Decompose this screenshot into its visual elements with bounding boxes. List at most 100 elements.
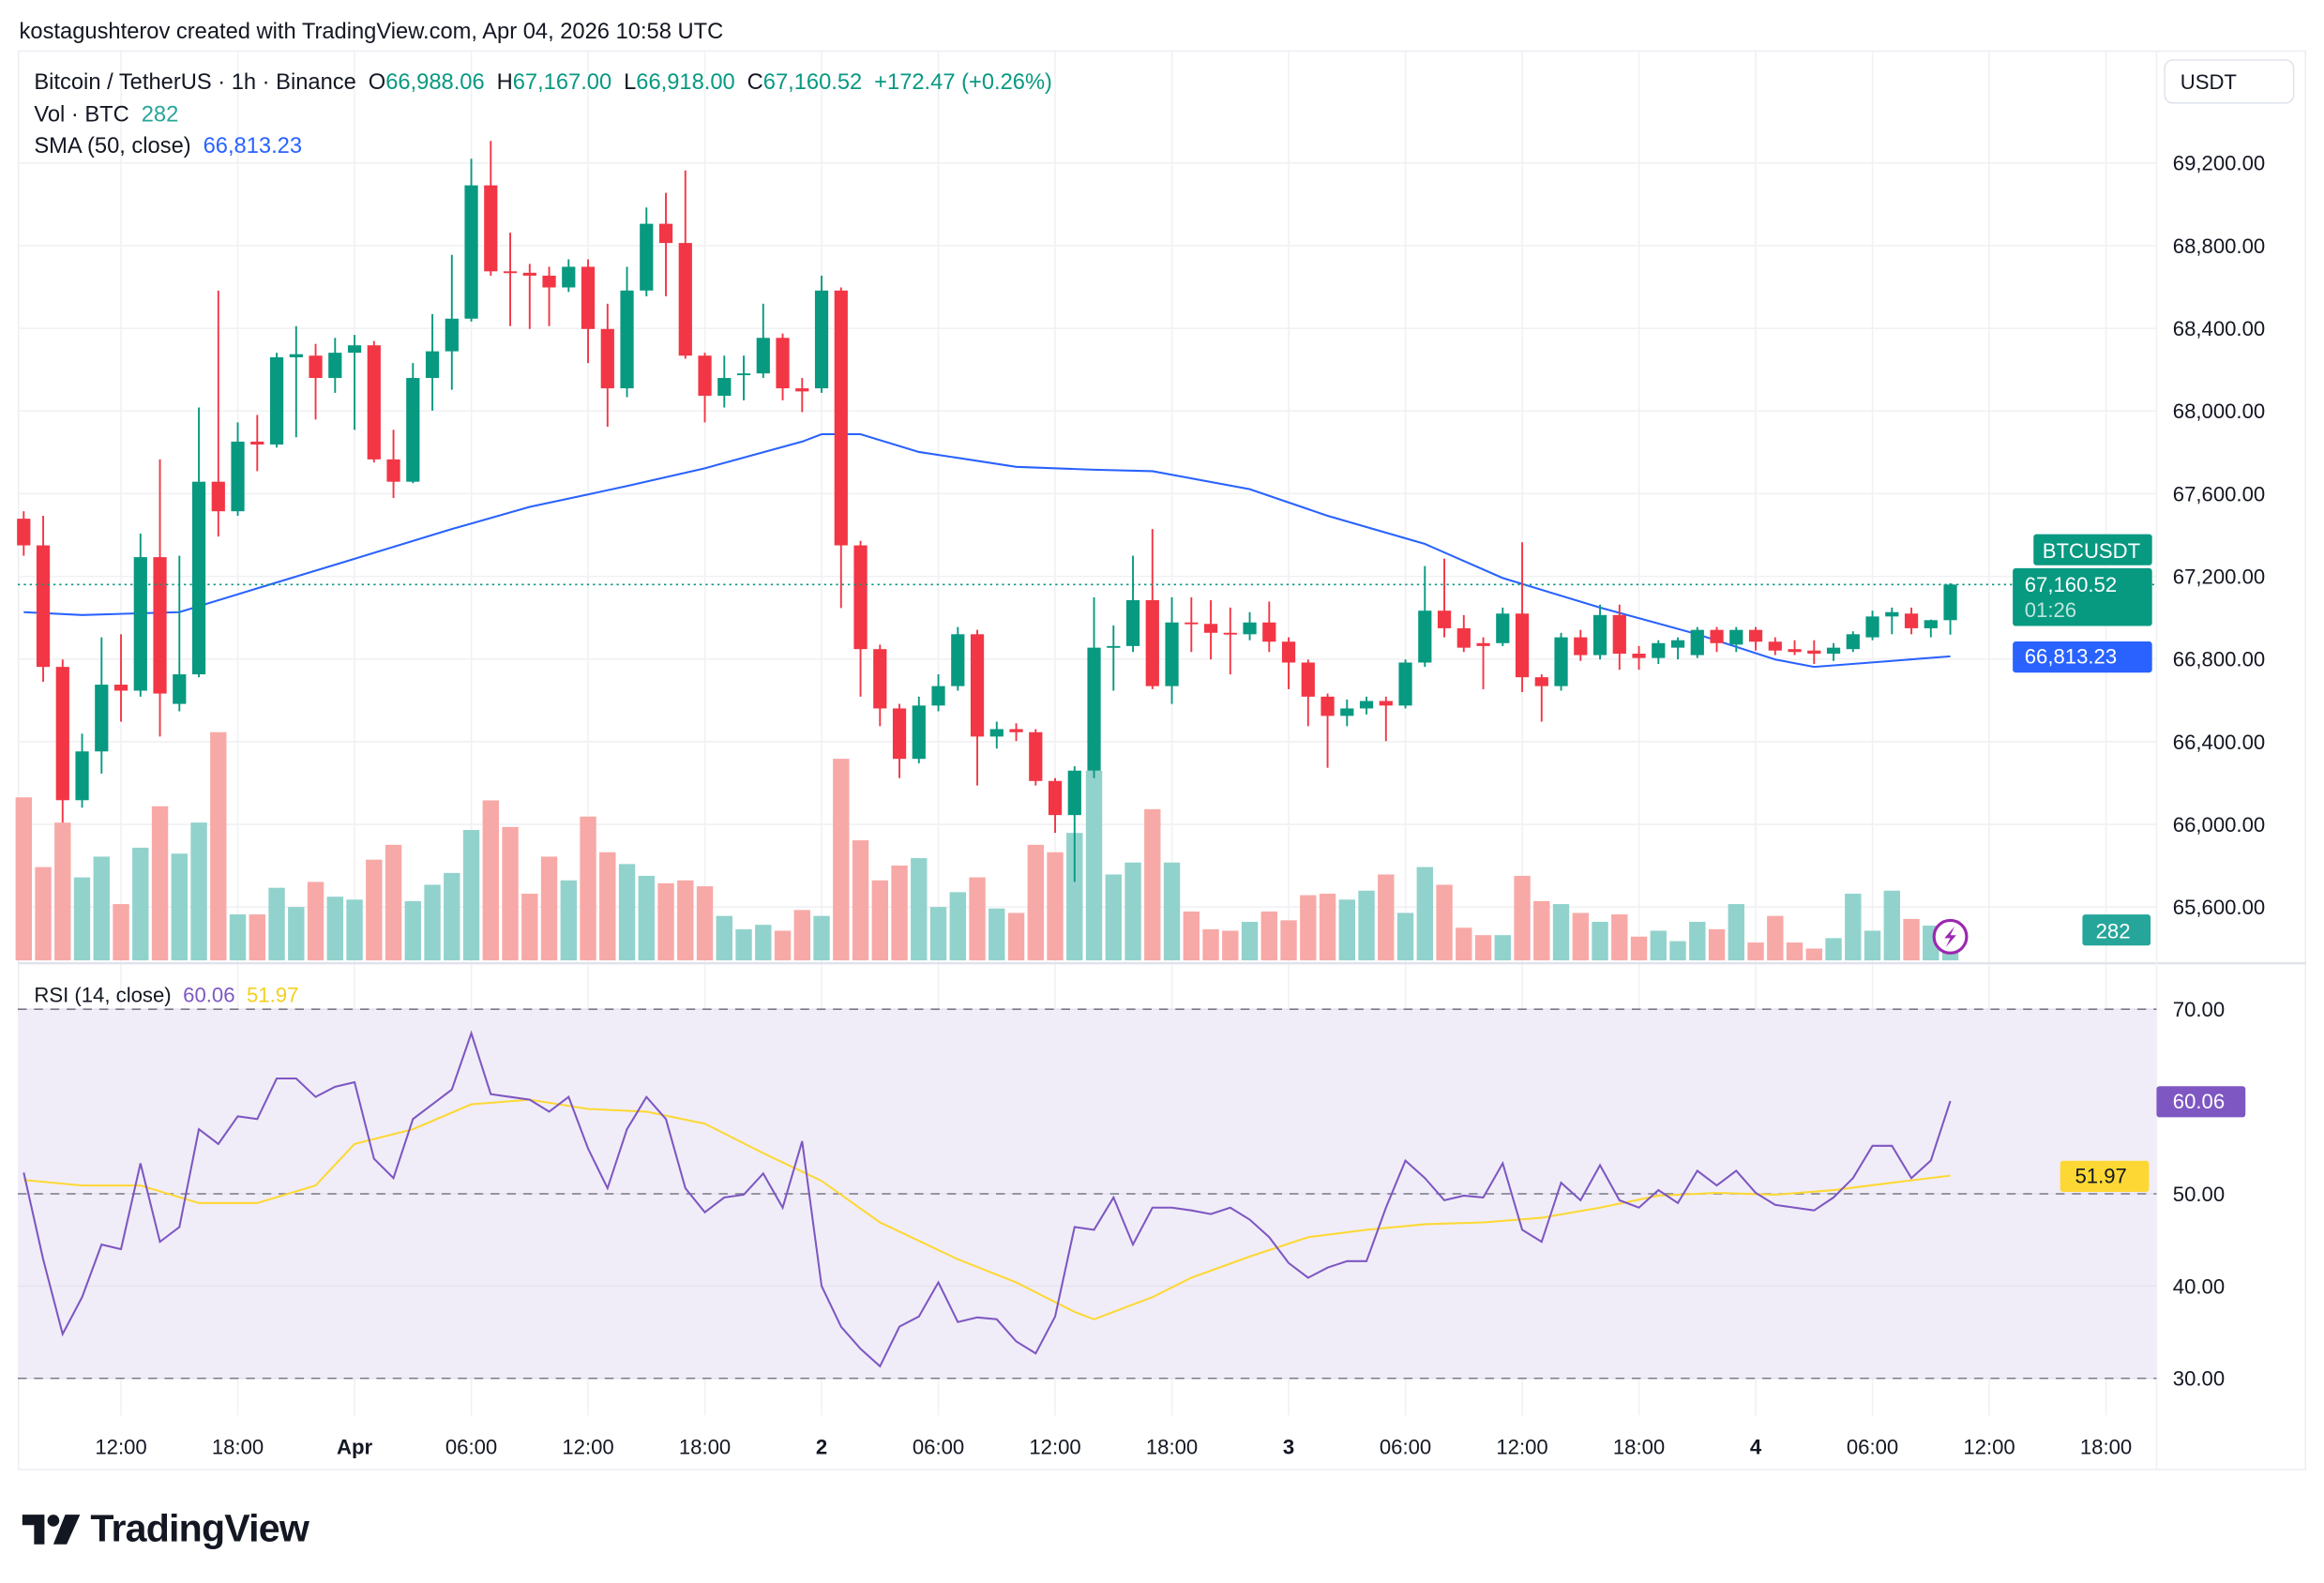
volume-bar	[1786, 942, 1803, 961]
volume-bar	[113, 904, 129, 961]
candle-body	[834, 290, 848, 546]
tradingview-logo[interactable]: TradingView	[22, 1506, 309, 1552]
sma-label[interactable]: SMA (50, close)	[34, 133, 191, 159]
candle-body	[1885, 611, 1899, 617]
volume-bar	[1319, 893, 1336, 961]
volume-bar	[1280, 920, 1297, 961]
volume-bar	[1396, 912, 1414, 961]
volume-bar	[502, 826, 519, 961]
volume-bar	[949, 892, 966, 961]
volume-bar	[1669, 941, 1686, 961]
volume-bar	[1027, 844, 1044, 961]
volume-bar	[638, 875, 655, 961]
volume-bar	[151, 806, 169, 961]
volume-bar	[190, 822, 207, 961]
time-axis-label: 18:00	[1613, 1435, 1665, 1458]
volume-bar	[268, 887, 285, 961]
candle-body	[231, 441, 245, 512]
candle-body	[1515, 613, 1530, 678]
open-value: 66,988.06	[385, 69, 485, 96]
volume-bar	[969, 877, 986, 961]
candle-body	[989, 729, 1004, 737]
candle-body	[17, 519, 31, 546]
volume-bar	[54, 822, 71, 961]
candle-body	[1320, 696, 1335, 716]
symbol-title[interactable]: Bitcoin / TetherUS · 1h · Binance	[34, 69, 356, 96]
candle-body	[445, 318, 459, 352]
candle-body	[1846, 634, 1860, 650]
candle-body	[1710, 629, 1724, 643]
volume-bar	[1864, 930, 1881, 961]
rsi-axis-label: 50.00	[2173, 1183, 2225, 1206]
candle-body	[1456, 627, 1471, 648]
candle-body	[1652, 642, 1666, 658]
volume-bar	[482, 800, 499, 961]
rsi-ma-line	[23, 1098, 1951, 1320]
volume-bar	[1611, 914, 1628, 961]
candle-body	[1301, 662, 1315, 697]
sma-line	[23, 432, 1951, 669]
price-axis-label: 68,800.00	[2173, 234, 2265, 258]
candle-body	[1748, 629, 1763, 642]
volume-bar	[1144, 808, 1161, 961]
volume-bar	[540, 856, 558, 961]
currency-button[interactable]: USDT	[2164, 59, 2295, 104]
high-label: H	[496, 69, 513, 96]
candle-body	[970, 634, 985, 737]
volume-bar	[716, 915, 732, 961]
candle-body	[1554, 637, 1568, 686]
chart-credit: kostagushterov created with TradingView.…	[19, 19, 724, 45]
candle-body	[484, 185, 498, 272]
time-axis-label: 2	[816, 1435, 827, 1458]
volume-bar	[618, 864, 636, 961]
time-axis-label: Apr	[337, 1435, 372, 1458]
candle-body	[698, 355, 712, 396]
sma-tag	[2013, 641, 2152, 673]
volume-bar	[1085, 770, 1103, 961]
candle-body	[1632, 654, 1646, 658]
volume-bar	[1047, 852, 1064, 961]
candle-body	[1826, 647, 1841, 655]
candle-body	[1048, 780, 1063, 816]
price-axis-label: 66,800.00	[2173, 648, 2265, 671]
volume-value: 282	[141, 102, 179, 128]
sma-legend: SMA (50, close) 66,813.23	[34, 133, 308, 158]
volume-bar	[444, 872, 460, 961]
volume-bar	[1241, 921, 1259, 961]
volume-bar	[326, 897, 343, 961]
volume-label[interactable]: Vol · BTC	[34, 102, 129, 128]
candle-body	[1145, 599, 1159, 686]
high-value: 67,167.00	[512, 69, 612, 96]
candle-body	[1107, 645, 1121, 648]
rsi-tag	[2156, 1086, 2246, 1118]
time-axis-label: 12:00	[95, 1435, 146, 1458]
price-axis-label: 65,600.00	[2173, 896, 2265, 919]
candle-body	[1690, 629, 1704, 656]
volume-bar	[1300, 895, 1317, 961]
candle-body	[367, 345, 381, 460]
time-axis-label: 18:00	[1146, 1435, 1198, 1458]
rsi-ma-value: 51.97	[247, 982, 299, 1007]
candle-body	[1029, 731, 1043, 781]
volume-bar	[755, 925, 772, 961]
candle-body	[1807, 650, 1821, 655]
time-axis-label: 12:00	[1496, 1435, 1547, 1458]
candle-body	[853, 545, 868, 650]
time-axis-label: 18:00	[212, 1435, 264, 1458]
candle-body	[931, 686, 945, 706]
volume-bar	[1572, 912, 1589, 961]
candle-body	[1670, 640, 1685, 648]
volume-bar	[404, 900, 421, 961]
candle-body	[191, 481, 206, 675]
volume-bar	[1378, 874, 1395, 961]
candle-body	[581, 266, 596, 329]
candle-body	[1165, 622, 1179, 686]
rsi-label[interactable]: RSI (14, close)	[34, 982, 172, 1007]
candle-body	[1729, 629, 1743, 645]
candle-body	[1418, 611, 1432, 663]
volume-bar	[852, 840, 869, 961]
volume-bar	[657, 882, 674, 961]
candle-body	[289, 354, 303, 357]
